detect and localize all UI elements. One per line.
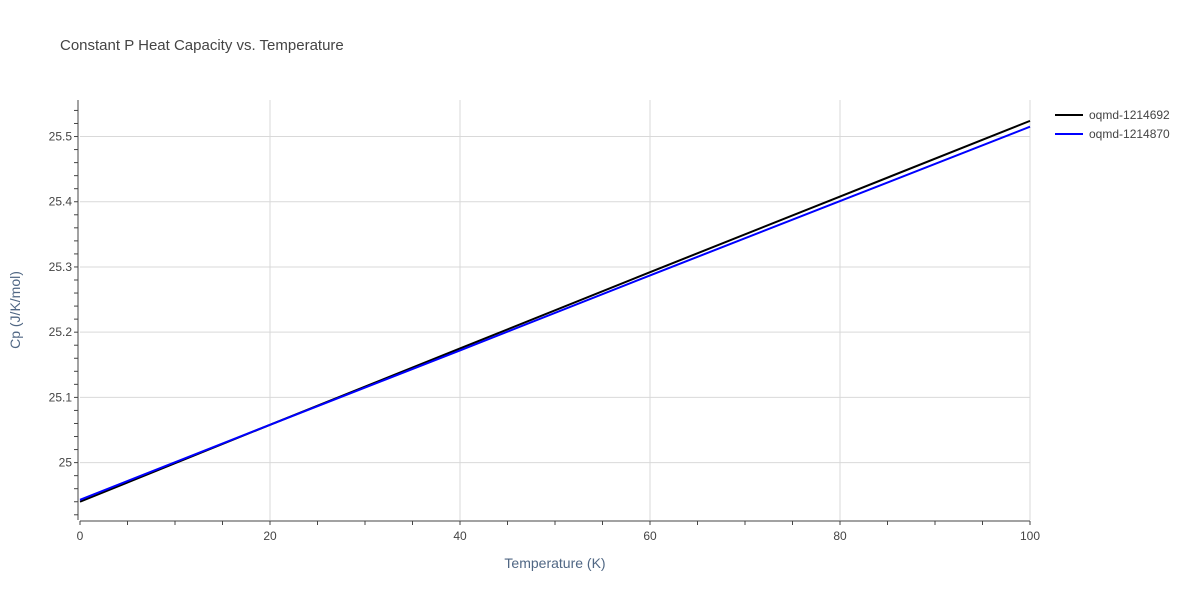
legend-item-oqmd-1214870[interactable]: oqmd-1214870 [1055, 127, 1170, 141]
y-tick-label: 25.5 [49, 130, 73, 144]
x-tick-label: 80 [833, 529, 847, 543]
y-tick-label: 25.4 [49, 195, 73, 209]
legend[interactable]: oqmd-1214692 oqmd-1214870 [1055, 108, 1170, 141]
legend-label: oqmd-1214870 [1089, 127, 1170, 141]
x-tick-label: 60 [643, 529, 657, 543]
series-line-oqmd-1214692 [80, 121, 1030, 502]
x-tick-label: 100 [1020, 529, 1040, 543]
axes: 0 20 40 60 80 100 25 25.1 25.2 25.3 25.4 25.5 [49, 100, 1041, 543]
legend-item-oqmd-1214692[interactable]: oqmd-1214692 [1055, 108, 1170, 122]
x-tick-label: 20 [263, 529, 277, 543]
y-tick-label: 25 [59, 456, 73, 470]
legend-label: oqmd-1214692 [1089, 108, 1170, 122]
y-axis-title: Cp (J/K/mol) [7, 271, 23, 349]
x-axis-title: Temperature (K) [504, 555, 605, 571]
series-lines [80, 121, 1030, 502]
series-line-oqmd-1214870 [80, 127, 1030, 500]
x-tick-label: 40 [453, 529, 467, 543]
x-tick-label: 0 [77, 529, 84, 543]
y-tick-label: 25.3 [49, 260, 73, 274]
chart-title: Constant P Heat Capacity vs. Temperature [60, 37, 344, 54]
y-tick-label: 25.2 [49, 325, 73, 339]
y-tick-label: 25.1 [49, 390, 73, 404]
